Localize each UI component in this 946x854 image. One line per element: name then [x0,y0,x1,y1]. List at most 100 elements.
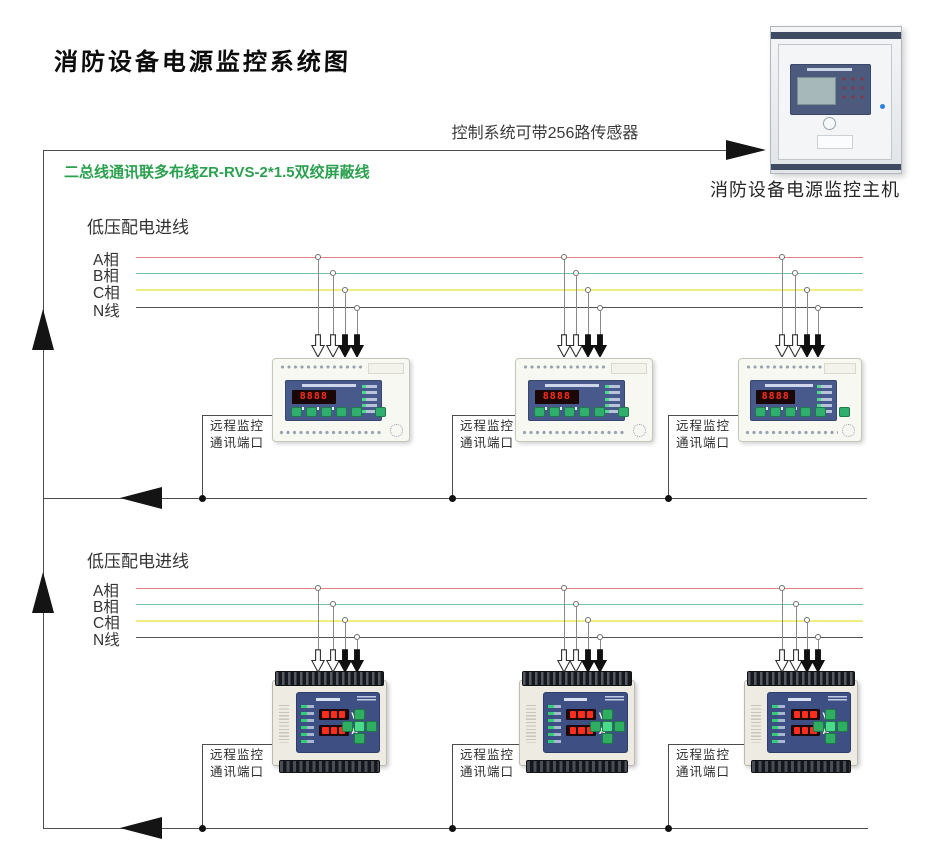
port-label-line2: 通讯端口 [460,764,515,779]
voltage-display [790,708,821,720]
tap-arrow-solid-icon [810,649,826,674]
voltage-current-sensor-module: VA [272,671,387,773]
bus-junction-dot [448,824,456,832]
blank-plate [611,363,647,374]
tap-wire [587,623,589,651]
module-body: VA [744,680,858,766]
tap-junction-circle [342,287,348,293]
port-label: 远程监控 通讯端口 [210,418,264,451]
port-label: 远程监控 通讯端口 [676,747,730,780]
bus-junction-dot [198,494,206,502]
tap-arrow-solid-icon [810,334,826,359]
phase-n-line [136,636,863,638]
panel-title-dash [563,697,588,701]
port-label: 远程监控 通讯端口 [676,418,730,451]
led-display-value: 8888 [542,391,571,403]
incoming-line-label: 低压配电进线 [87,218,189,237]
tap-junction-circle [779,585,785,591]
voltage-current-sensor-module: VA [744,671,858,773]
cabinet-control-panel [790,64,871,116]
tap-junction-circle [585,287,591,293]
dpad-buttons [342,709,378,745]
tap-junction-circle [779,254,785,260]
module-body: VA [519,680,635,766]
device-front-panel: 8888 [285,380,386,421]
comm-bus-line [43,827,868,829]
bus-junction-dot [664,824,672,832]
port-label-line2: 通讯端口 [460,435,515,450]
tap-arrow-hollow-icon [310,334,326,359]
vent-louvers [525,704,536,744]
tap-arrow-solid-icon [349,649,365,674]
tap-junction-circle [315,585,321,591]
power-monitor-module: 8888 [272,358,410,442]
tap-wire [563,260,565,336]
voltage-display [566,708,597,720]
vent-louvers [278,704,289,744]
port-stub-wire [452,743,519,745]
tap-wire [781,260,783,336]
cabinet-door [778,44,892,160]
status-led-column [604,384,620,414]
device-front-panel: 8888 [528,380,629,421]
main-unit-label: 消防设备电源监控主机 [710,180,900,200]
tap-junction-circle [330,270,336,276]
tap-junction-circle [792,270,798,276]
port-stub-wire [202,414,272,416]
port-label-line1: 远程监控 [676,419,731,433]
tap-junction-circle [804,287,810,293]
device-front-panel: VA [542,691,629,753]
terminal-row [280,364,365,371]
terminal-strip [522,671,632,686]
panel-title-dash [302,384,356,387]
port-stub-wire [668,743,744,745]
panel-title-dash [765,384,814,387]
tap-wire [317,260,319,336]
tap-junction-circle [354,634,360,640]
phase-b-label: B相 [93,268,119,285]
power-monitor-module: 8888 [515,358,653,442]
arrow-right-icon [726,140,766,160]
phase-b-label: B相 [93,599,119,616]
panel-note-dash [828,696,848,703]
tap-wire [575,276,577,336]
panel-title-dash [545,384,599,387]
port-stub-wire [668,414,738,416]
buzzer-icon [633,424,646,437]
function-buttons [755,407,851,418]
comm-bus-top-line [43,150,727,152]
led-display-value: 8888 [761,391,790,403]
terminal-strip [275,671,384,686]
terminal-row [745,429,838,436]
tap-junction-circle [585,617,591,623]
tap-arrow-hollow-icon [310,649,326,674]
tap-wire [332,607,334,651]
paper-slot [817,135,853,149]
terminal-strip [525,760,629,773]
phase-c-label: C相 [93,285,120,302]
tap-wire [344,293,346,336]
sensor-capacity-note: 控制系统可带256路传感器 [451,125,639,142]
phase-a-line [136,587,863,590]
terminal-row [279,429,383,436]
current-unit-label: A [598,726,606,738]
phase-b-line [136,603,863,606]
phase-a-label: A相 [93,252,119,269]
voltage-current-sensor-module: VA [519,671,635,773]
tap-wire [806,293,808,336]
tap-arrow-solid-icon [349,334,365,359]
status-led-column [772,704,786,744]
vent-louvers [750,704,761,744]
bus-junction-dot [448,494,456,502]
panel-title-dash [806,68,853,72]
port-label-line1: 远程监控 [676,748,731,762]
cabinet-bottom-strip [771,164,901,170]
tap-junction-circle [573,601,579,607]
phase-b-line [136,272,863,275]
bus-junction-dot [664,494,672,502]
phase-c-line [136,619,863,622]
function-buttons [533,407,629,418]
main-unit-cabinet [770,26,902,174]
port-stub-wire [452,414,515,416]
